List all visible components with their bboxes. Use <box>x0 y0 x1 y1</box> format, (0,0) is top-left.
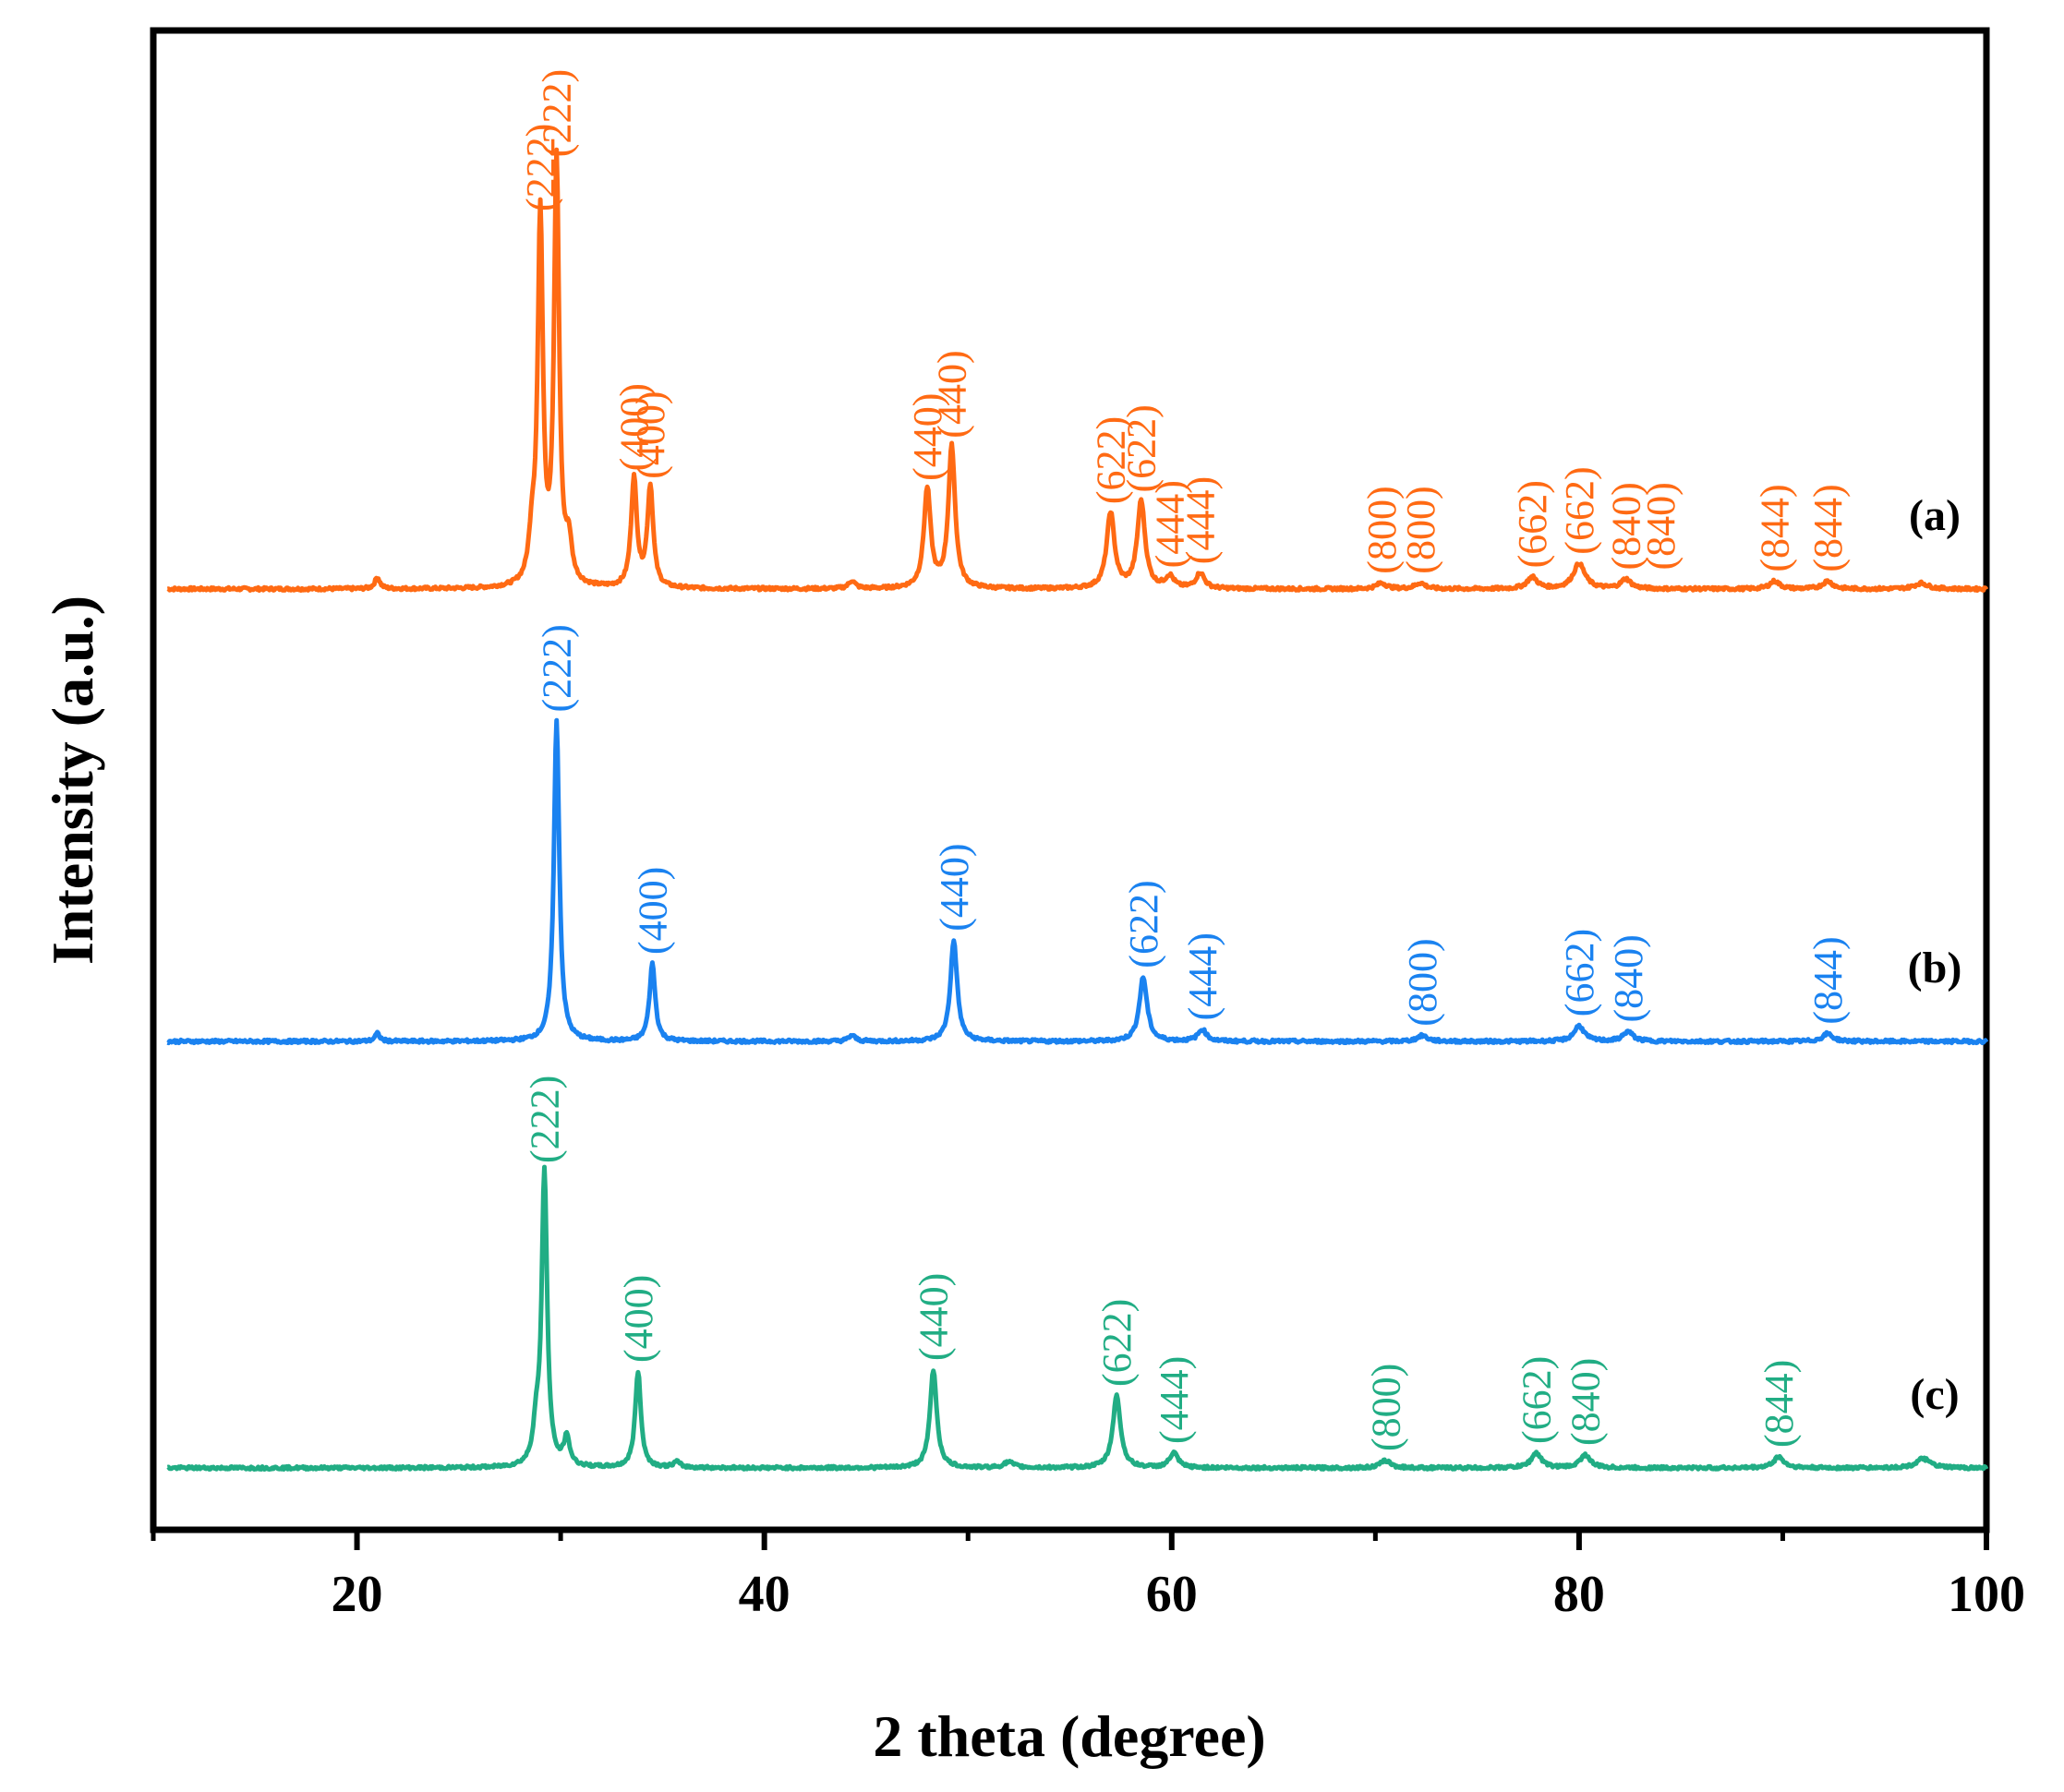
peak-label: (444) <box>1178 476 1224 564</box>
peak-label: (800) <box>1398 486 1443 573</box>
peak-label: (840) <box>1604 482 1649 570</box>
peak-label: (222) <box>535 69 580 157</box>
peak-label: (800) <box>1400 938 1445 1026</box>
peak-label: (622) <box>1089 416 1134 504</box>
peak-label: (840) <box>1563 1358 1609 1446</box>
peak-label: (844) <box>1756 1360 1802 1448</box>
peak-label: (800) <box>1359 486 1405 573</box>
peak-label: (840) <box>1606 934 1651 1022</box>
peak-label: (800) <box>1363 1364 1408 1451</box>
peak-label: (840) <box>1638 482 1684 570</box>
peak-label: (222) <box>523 1076 568 1163</box>
peak-label: (400) <box>630 867 675 955</box>
peak-label: (662) <box>1557 929 1602 1016</box>
x-tick-label: 80 <box>1553 1566 1605 1623</box>
x-tick-label: 40 <box>739 1566 791 1623</box>
peak-label: (222) <box>518 124 563 211</box>
peak-label: (622) <box>1119 404 1165 492</box>
plot-frame <box>150 27 1990 1533</box>
peak-label: (444) <box>1180 932 1225 1020</box>
peak-label: (400) <box>616 1275 661 1363</box>
y-axis-label: Intensity (a.u.) <box>40 595 105 965</box>
x-axis-ticks: 20 40 60 80 100 <box>151 1530 2025 1623</box>
series-name-label: (c) <box>1910 1370 1959 1419</box>
x-tick-label: 100 <box>1948 1566 2025 1623</box>
x-tick-label: 60 <box>1146 1566 1198 1623</box>
series-name-label: (a) <box>1909 491 1961 540</box>
peak-label: (662) <box>1557 466 1602 554</box>
peak-label: (662) <box>1515 1356 1560 1444</box>
peak-label: (440) <box>930 350 975 438</box>
series-line <box>166 147 1989 593</box>
peak-label: (662) <box>1510 480 1555 568</box>
peak-label: (622) <box>1121 880 1166 968</box>
x-axis-label: 2 theta (degree) <box>873 1703 1265 1769</box>
peak-label: (440) <box>911 1273 957 1361</box>
peak-label: (622) <box>1094 1299 1140 1387</box>
x-tick-label: 20 <box>332 1566 383 1623</box>
series-line <box>166 717 1989 1046</box>
peak-label: (444) <box>1148 480 1193 568</box>
peak-label: (844) <box>1805 936 1851 1024</box>
series-group <box>166 147 1989 1472</box>
peak-label: (440) <box>905 393 950 481</box>
peak-label: (440) <box>932 843 977 931</box>
peak-labels: (a)(222)(222)(400)(400) (440)(440)(622)(6… <box>518 69 1961 1451</box>
peak-label: (400) <box>612 383 658 471</box>
peak-label: (844) <box>1753 484 1798 571</box>
peak-label: (400) <box>628 391 673 478</box>
series-name-label: (b) <box>1908 944 1962 992</box>
series-line <box>166 1164 1989 1472</box>
peak-label: (844) <box>1805 484 1851 571</box>
peak-label: (222) <box>535 624 580 712</box>
peak-label: (444) <box>1152 1356 1197 1444</box>
